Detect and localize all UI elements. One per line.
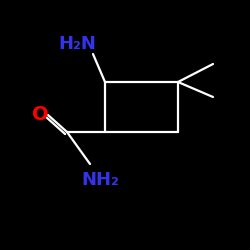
Text: O: O — [32, 106, 48, 124]
Text: NH₂: NH₂ — [81, 171, 119, 189]
Text: H₂N: H₂N — [58, 35, 96, 53]
